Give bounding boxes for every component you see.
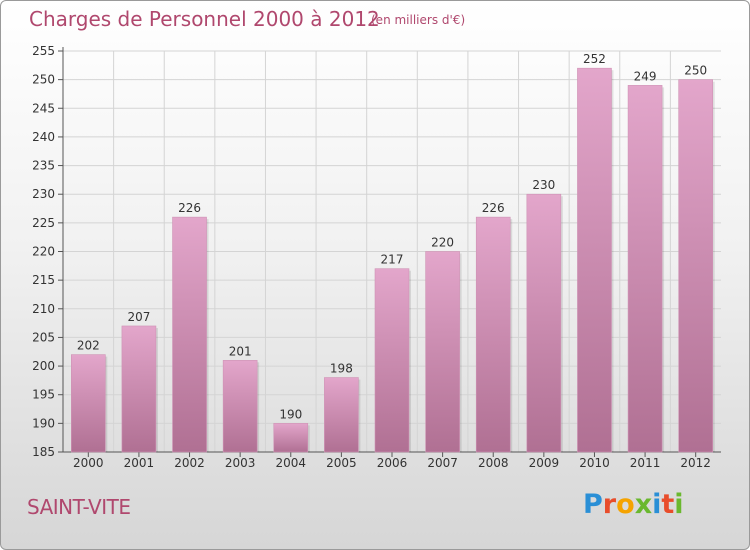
y-tick-label: 220 xyxy=(32,245,55,259)
proxiti-logo[interactable]: Proxiti xyxy=(583,489,684,520)
data-label: 207 xyxy=(127,310,150,324)
y-tick-label: 215 xyxy=(32,273,55,287)
data-label: 220 xyxy=(431,236,454,250)
data-label: 249 xyxy=(634,69,657,83)
bars xyxy=(71,67,715,453)
logo-letter: r xyxy=(602,489,617,520)
logo-letter: x xyxy=(634,489,653,520)
logo-letter: P xyxy=(583,489,603,520)
x-tick-label: 2006 xyxy=(377,456,408,470)
logo-letter: o xyxy=(616,489,635,520)
x-tick-label: 2012 xyxy=(680,456,711,470)
x-tick-label: 2008 xyxy=(478,456,509,470)
bar xyxy=(627,85,663,453)
logo-letter: i xyxy=(652,489,662,520)
x-tick-label: 2010 xyxy=(579,456,610,470)
bar xyxy=(425,251,460,453)
chart-subtitle: (en milliers d'€) xyxy=(371,13,466,27)
x-tick-label: 2000 xyxy=(73,456,104,470)
data-label: 230 xyxy=(532,178,555,192)
x-tick-label: 2002 xyxy=(174,456,205,470)
y-tick-label: 230 xyxy=(32,187,55,201)
y-tick-label: 200 xyxy=(32,359,55,373)
y-tick-label: 245 xyxy=(32,101,55,115)
y-tick-label: 205 xyxy=(32,330,55,344)
x-tick-label: 2003 xyxy=(225,456,256,470)
bar xyxy=(678,79,713,453)
x-tick-label: 2009 xyxy=(529,456,560,470)
bar xyxy=(475,216,511,453)
y-tick-label: 240 xyxy=(32,130,55,144)
data-label: 198 xyxy=(330,362,353,376)
data-label: 190 xyxy=(279,407,302,421)
bar xyxy=(526,193,562,453)
data-label: 202 xyxy=(77,339,100,353)
data-label: 217 xyxy=(381,253,404,267)
bar xyxy=(172,216,207,453)
y-tick-label: 185 xyxy=(32,445,55,459)
y-tick-label: 255 xyxy=(32,44,55,58)
logo-letter: i xyxy=(674,489,684,520)
logo-letter: t xyxy=(661,489,675,520)
data-label: 226 xyxy=(178,201,201,215)
y-tick-label: 190 xyxy=(32,416,55,430)
chart-title: Charges de Personnel 2000 à 2012 xyxy=(29,7,380,31)
bar xyxy=(577,67,612,453)
data-label: 252 xyxy=(583,52,606,66)
data-label: 250 xyxy=(684,64,707,78)
bar xyxy=(374,268,410,453)
town-name: SAINT-VITE xyxy=(27,495,131,519)
y-tick-label: 195 xyxy=(32,388,55,402)
bar xyxy=(121,325,157,453)
bar xyxy=(71,354,106,453)
x-tick-label: 2001 xyxy=(124,456,155,470)
y-tick-label: 210 xyxy=(32,302,55,316)
bar xyxy=(324,377,359,453)
x-tick-label: 2007 xyxy=(427,456,458,470)
data-label: 201 xyxy=(229,344,252,358)
y-tick-label: 250 xyxy=(32,73,55,87)
bar xyxy=(273,423,309,453)
labels: 202 2000 207 2001 226 2002 201 2003 190 2004 198 20… xyxy=(73,52,711,470)
y-tick-label: 235 xyxy=(32,159,55,173)
x-tick-label: 2011 xyxy=(630,456,661,470)
x-tick-label: 2004 xyxy=(275,456,306,470)
x-tick-label: 2005 xyxy=(326,456,357,470)
data-label: 226 xyxy=(482,201,505,215)
y-tick-label: 225 xyxy=(32,216,55,230)
bar xyxy=(222,360,258,453)
